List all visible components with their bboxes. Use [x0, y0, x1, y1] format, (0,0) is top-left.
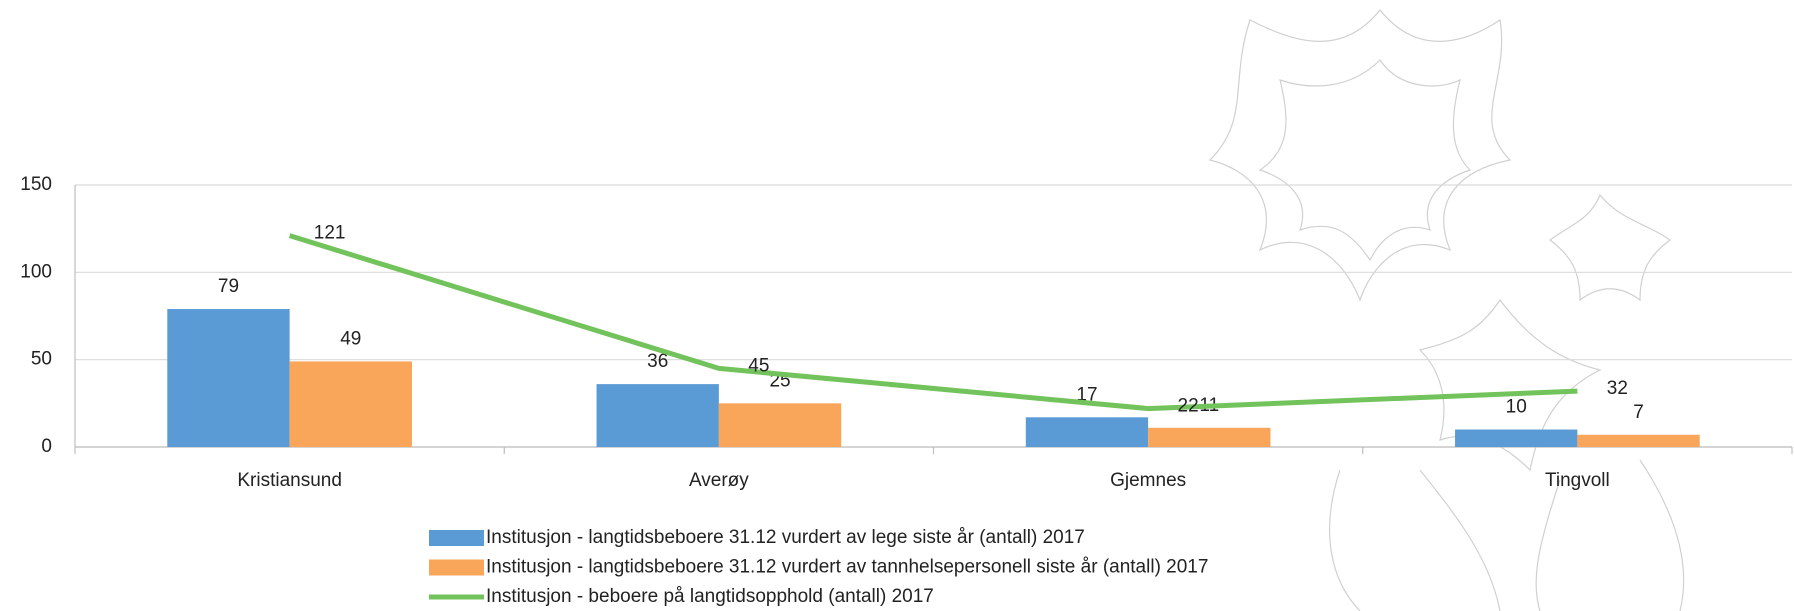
- legend: Institusjon - langtidsbeboere 31.12 vurd…: [429, 527, 1208, 607]
- bar: [718, 403, 842, 447]
- bar: [289, 361, 412, 447]
- y-tick-label: 100: [20, 261, 52, 282]
- y-tick-label: 150: [20, 174, 52, 195]
- legend-label: Institusjon - langtidsbeboere 31.12 vurd…: [486, 527, 1085, 548]
- bar: [1455, 429, 1578, 447]
- legend-swatch: [429, 559, 484, 576]
- x-tick-label: Kristiansund: [237, 470, 342, 491]
- background-ornament: [1208, 9, 1685, 611]
- x-tick-label: Gjemnes: [1110, 470, 1186, 491]
- bar: [1577, 434, 1700, 447]
- x-tick-label: Tingvoll: [1545, 470, 1610, 491]
- data-label: 79: [218, 276, 239, 297]
- data-label: 7: [1633, 402, 1644, 423]
- data-label: 121: [314, 223, 346, 244]
- line: [288, 233, 1578, 412]
- x-tick-label: Averøy: [689, 470, 749, 491]
- bar: [1025, 417, 1149, 447]
- data-label: 10: [1506, 397, 1527, 418]
- bar: [167, 309, 290, 447]
- data-label: 36: [647, 351, 668, 372]
- data-label: 45: [748, 355, 769, 376]
- legend-label: Institusjon - langtidsbeboere 31.12 vurd…: [486, 557, 1208, 578]
- bar: [596, 384, 719, 447]
- legend-swatch: [429, 530, 484, 546]
- data-label: 32: [1607, 378, 1628, 399]
- data-label: 22: [1178, 396, 1199, 417]
- y-tick-label: 0: [41, 436, 52, 457]
- bar: [1148, 427, 1271, 447]
- legend-label: Institusjon - beboere på langtidsopphold…: [486, 586, 934, 607]
- data-label: 49: [340, 328, 361, 349]
- y-tick-label: 50: [31, 349, 52, 370]
